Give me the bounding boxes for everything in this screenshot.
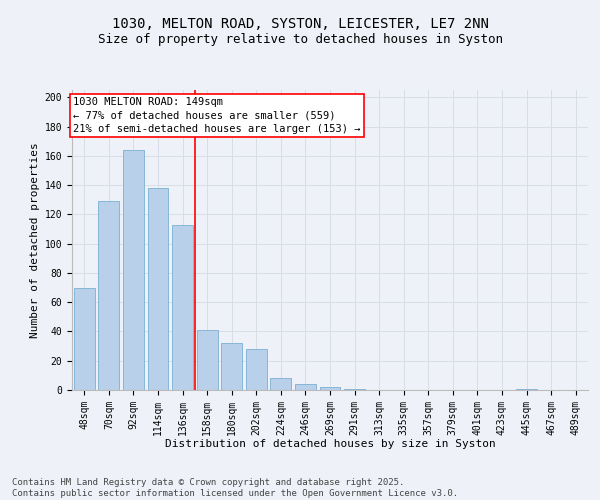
Bar: [221, 343, 242, 390]
Text: 1030, MELTON ROAD, SYSTON, LEICESTER, LE7 2NN: 1030, MELTON ROAD, SYSTON, LEICESTER, LE…: [112, 18, 488, 32]
Text: Size of property relative to detached houses in Syston: Size of property relative to detached ho…: [97, 32, 503, 46]
Bar: [246, 349, 267, 390]
X-axis label: Distribution of detached houses by size in Syston: Distribution of detached houses by size …: [164, 439, 496, 449]
Bar: [123, 150, 144, 390]
Bar: [320, 387, 340, 390]
Bar: [98, 201, 119, 390]
Text: 1030 MELTON ROAD: 149sqm
← 77% of detached houses are smaller (559)
21% of semi-: 1030 MELTON ROAD: 149sqm ← 77% of detach…: [73, 98, 361, 134]
Bar: [516, 388, 537, 390]
Bar: [148, 188, 169, 390]
Text: Contains HM Land Registry data © Crown copyright and database right 2025.
Contai: Contains HM Land Registry data © Crown c…: [12, 478, 458, 498]
Y-axis label: Number of detached properties: Number of detached properties: [31, 142, 40, 338]
Bar: [74, 288, 95, 390]
Bar: [172, 224, 193, 390]
Bar: [344, 388, 365, 390]
Bar: [271, 378, 292, 390]
Bar: [197, 330, 218, 390]
Bar: [295, 384, 316, 390]
